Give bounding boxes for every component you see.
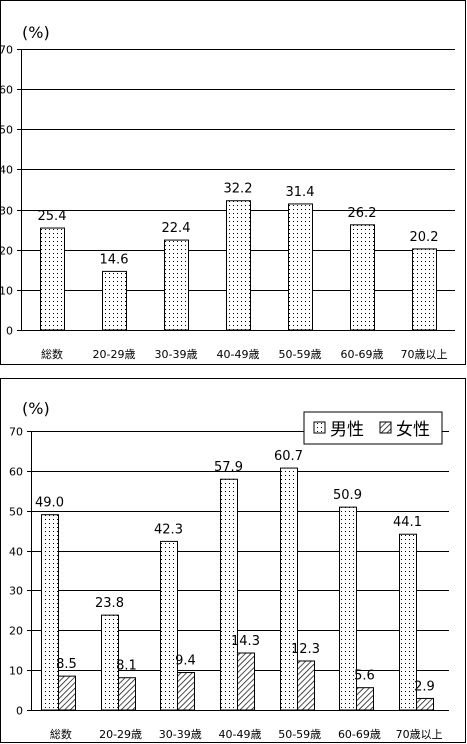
data-label: 20.2 xyxy=(410,230,439,245)
data-label: 42.3 xyxy=(154,522,183,537)
data-label: 12.3 xyxy=(291,642,320,657)
y-tick-label: 0 xyxy=(16,705,23,718)
y-tick-label: 40 xyxy=(0,164,13,177)
bar-female xyxy=(416,697,434,711)
y-tick-label: 50 xyxy=(9,506,23,519)
x-tick-label: 30-39歳 xyxy=(155,348,198,361)
y-tick-label: 50 xyxy=(0,124,13,137)
y-axis-label: (%) xyxy=(22,399,50,418)
data-label: 50.9 xyxy=(333,488,362,503)
data-label: 23.8 xyxy=(95,596,124,611)
data-label: 32.2 xyxy=(224,182,253,197)
x-tick-label: 50-59歳 xyxy=(279,348,322,361)
y-tick-label: 40 xyxy=(9,546,23,559)
data-label: 5.6 xyxy=(354,669,375,684)
bar-male xyxy=(160,540,178,711)
y-tick-label: 70 xyxy=(0,44,13,57)
y-tick-label: 10 xyxy=(9,665,23,678)
bar-male xyxy=(220,478,238,711)
y-axis-label: (%) xyxy=(22,23,50,42)
y-tick-label: 20 xyxy=(0,245,13,258)
bar-male xyxy=(101,614,119,711)
data-label: 2.9 xyxy=(414,679,435,694)
y-tick-label: 70 xyxy=(9,426,23,439)
data-label: 14.3 xyxy=(231,634,260,649)
x-tick-label: 20-29歳 xyxy=(93,348,136,361)
data-label: 25.4 xyxy=(38,209,67,224)
bar-male xyxy=(339,506,357,711)
legend-label-female: 女性 xyxy=(396,420,430,440)
bar-female xyxy=(58,675,76,711)
data-label: 44.1 xyxy=(393,515,422,530)
bar-total xyxy=(40,227,65,331)
bar-total xyxy=(102,270,127,331)
legend-label-male: 男性 xyxy=(330,420,364,440)
y-tick-label: 30 xyxy=(0,205,13,218)
x-tick-label: 20-29歳 xyxy=(99,728,142,741)
chart-by-gender: (%) 49.0 23.8 42.3 57.9 60.7 50.9 44.1 8.5 8.1 9.… xyxy=(0,378,466,743)
bar-total xyxy=(288,203,313,331)
x-tick-label: 70歳以上 xyxy=(396,728,443,741)
bar-female xyxy=(356,687,374,711)
bar-male xyxy=(399,533,417,711)
legend-swatch-female xyxy=(379,421,392,434)
data-label: 57.9 xyxy=(214,460,243,475)
data-label: 9.4 xyxy=(175,654,196,669)
x-tick-label: 40-49歳 xyxy=(219,728,262,741)
data-label: 49.0 xyxy=(35,496,64,511)
y-tick-label: 10 xyxy=(0,285,13,298)
bar-female xyxy=(118,677,136,711)
data-label: 14.6 xyxy=(100,252,129,267)
bar-total xyxy=(350,224,375,331)
bar-female xyxy=(297,660,315,711)
legend: 男性 女性 xyxy=(303,411,443,445)
x-tick-label: 40-49歳 xyxy=(217,348,260,361)
y-tick-label: 60 xyxy=(9,466,23,479)
bar-total xyxy=(226,200,251,331)
bar-female xyxy=(177,672,195,711)
bar-male xyxy=(280,467,298,711)
x-tick-label: 総数 xyxy=(50,727,72,741)
data-label: 31.4 xyxy=(286,185,315,200)
data-label: 22.4 xyxy=(162,221,191,236)
y-tick-label: 0 xyxy=(6,325,13,338)
legend-swatch-male xyxy=(313,421,326,434)
data-label: 8.1 xyxy=(116,659,137,674)
chart-total: (%) 25.4 14.6 22.4 32.2 31.4 26.2 20.2 0 10 20 30… xyxy=(0,0,466,365)
x-tick-label: 30-39歳 xyxy=(159,728,202,741)
x-tick-label: 50-59歳 xyxy=(278,728,321,741)
x-tick-label: 総数 xyxy=(41,347,63,361)
y-tick-label: 30 xyxy=(9,585,23,598)
x-tick-label: 60-69歳 xyxy=(341,348,384,361)
bar-female xyxy=(237,652,255,711)
y-tick-label: 20 xyxy=(9,625,23,638)
bar-male xyxy=(41,514,59,711)
data-label: 60.7 xyxy=(274,449,303,464)
y-tick-label: 60 xyxy=(0,84,13,97)
bar-total xyxy=(412,248,437,331)
data-label: 8.5 xyxy=(56,657,77,672)
data-label: 26.2 xyxy=(348,206,377,221)
x-tick-label: 70歳以上 xyxy=(401,348,448,361)
x-tick-label: 60-69歳 xyxy=(338,728,381,741)
bar-total xyxy=(164,239,189,331)
